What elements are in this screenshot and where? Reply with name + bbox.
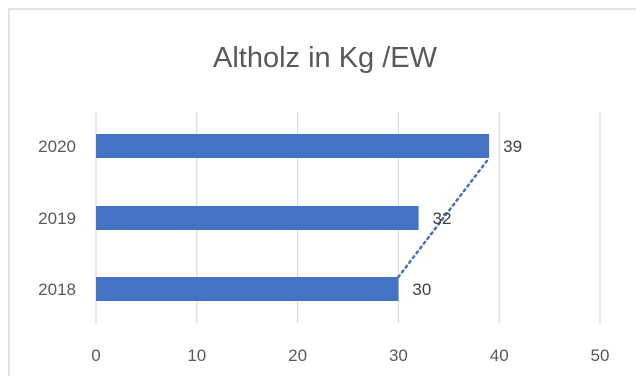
x-tick-label: 0 (91, 346, 100, 365)
category-label-2020: 2020 (38, 137, 76, 156)
trendline (397, 156, 491, 279)
data-label-2018: 30 (412, 280, 431, 299)
x-tick-label: 20 (288, 346, 307, 365)
bar-2018 (96, 277, 399, 301)
x-tick-label: 10 (187, 346, 206, 365)
category-label-2018: 2018 (38, 280, 76, 299)
x-tick-label: 40 (490, 346, 509, 365)
data-label-2019: 32 (433, 209, 452, 228)
category-label-2019: 2019 (38, 209, 76, 228)
trendline-layer (397, 156, 491, 279)
bars (96, 134, 490, 301)
x-tick-label: 30 (389, 346, 408, 365)
data-labels: 39 32 30 (412, 137, 522, 299)
bar-2019 (96, 206, 419, 230)
category-tick-labels: 2020 2019 2018 (38, 137, 76, 299)
chart-title: Altholz in Kg /EW (213, 42, 438, 74)
value-tick-labels: 0 10 20 30 40 50 (91, 346, 609, 365)
data-label-2020: 39 (503, 137, 522, 156)
chart-border (8, 8, 636, 376)
x-tick-label: 50 (591, 346, 610, 365)
bar-2020 (96, 134, 490, 158)
